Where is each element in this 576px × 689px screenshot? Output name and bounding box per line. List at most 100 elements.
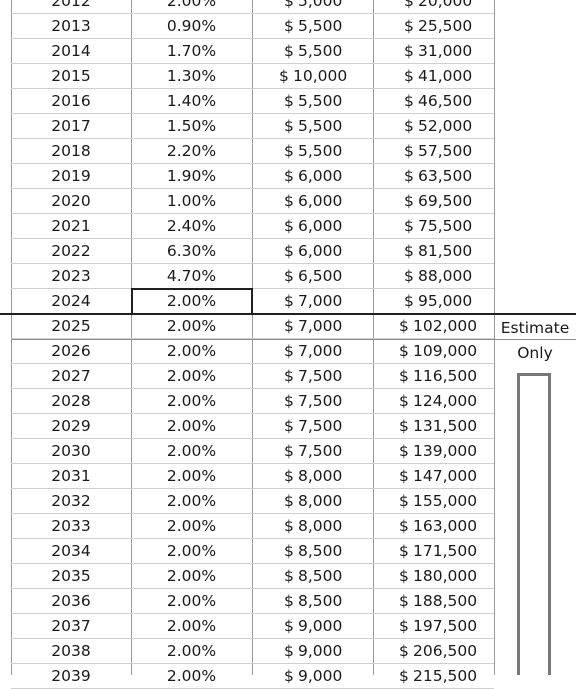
year-cell[interactable]: 2038 [51,642,91,660]
cumulative-amount-cell[interactable]: $147,000 [373,464,494,488]
annual-amount-cell[interactable]: $7,500 [252,414,373,438]
annual-amount-cell[interactable]: $5,500 [252,89,373,113]
cumulative-amount-cell[interactable]: $75,500 [373,214,494,238]
rate-cell[interactable]: 1.70% [166,42,217,60]
year-cell[interactable]: 2025 [51,317,91,335]
rate-cell[interactable]: 2.00% [166,292,217,310]
rate-cell[interactable]: 2.00% [166,442,217,460]
rate-cell[interactable]: 1.40% [166,92,217,110]
cumulative-amount-cell[interactable]: $57,500 [373,139,494,163]
annual-amount-cell[interactable]: $7,500 [252,389,373,413]
year-cell[interactable]: 2013 [51,17,91,35]
rate-cell[interactable]: 2.00% [166,542,217,560]
year-cell[interactable]: 2021 [51,217,91,235]
cumulative-amount-cell[interactable]: $41,000 [373,64,494,88]
rate-cell[interactable]: 2.20% [166,142,217,160]
cumulative-amount-cell[interactable]: $171,500 [373,539,494,563]
rate-cell[interactable]: 2.00% [166,567,217,585]
cumulative-amount-cell[interactable]: $20,000 [373,0,494,13]
cumulative-amount-cell[interactable]: $139,000 [373,439,494,463]
year-cell[interactable]: 2031 [51,467,91,485]
rate-cell[interactable]: 2.00% [166,667,217,685]
annual-amount-cell[interactable]: $5,500 [252,114,373,138]
annual-amount-cell[interactable]: $7,000 [252,339,373,363]
cumulative-amount-cell[interactable]: $180,000 [373,564,494,588]
annual-amount-cell[interactable]: $8,500 [252,589,373,613]
rate-cell[interactable]: 2.00% [166,592,217,610]
year-cell[interactable]: 2019 [51,167,91,185]
annual-amount-cell[interactable]: $6,000 [252,214,373,238]
rate-cell[interactable]: 1.30% [166,67,217,85]
cumulative-amount-cell[interactable]: $31,000 [373,39,494,63]
cumulative-amount-cell[interactable]: $163,000 [373,514,494,538]
rate-cell[interactable]: 1.90% [166,167,217,185]
cumulative-amount-cell[interactable]: $63,500 [373,164,494,188]
rate-cell[interactable]: 4.70% [166,267,217,285]
year-cell[interactable]: 2015 [51,67,91,85]
annual-amount-cell[interactable]: $9,000 [252,614,373,638]
cumulative-amount-cell[interactable]: $95,000 [373,289,494,313]
annual-amount-cell[interactable]: $6,000 [252,189,373,213]
cumulative-amount-cell[interactable]: $131,500 [373,414,494,438]
rate-cell[interactable]: 6.30% [166,242,217,260]
annual-amount-cell[interactable]: $6,500 [252,264,373,288]
rate-cell[interactable]: 2.00% [166,367,217,385]
rate-cell[interactable]: 2.00% [166,417,217,435]
annual-amount-cell[interactable]: $8,000 [252,489,373,513]
rate-cell[interactable]: 2.00% [166,517,217,535]
annual-amount-cell[interactable]: $8,500 [252,539,373,563]
annual-amount-cell[interactable]: $7,500 [252,364,373,388]
year-cell[interactable]: 2020 [51,192,91,210]
rate-cell[interactable]: 2.00% [166,0,217,10]
annual-amount-cell[interactable]: $8,000 [252,464,373,488]
year-cell[interactable]: 2029 [51,417,91,435]
year-cell[interactable]: 2037 [51,617,91,635]
year-cell[interactable]: 2030 [51,442,91,460]
annual-amount-cell[interactable]: $5,500 [252,139,373,163]
rate-cell[interactable]: 1.00% [166,192,217,210]
cumulative-amount-cell[interactable]: $46,500 [373,89,494,113]
annual-amount-cell[interactable]: $5,000 [252,0,373,13]
year-cell[interactable]: 2016 [51,92,91,110]
rate-cell[interactable]: 2.40% [166,217,217,235]
cumulative-amount-cell[interactable]: $116,500 [373,364,494,388]
selected-cell-2024-rate[interactable] [131,288,253,315]
rate-cell[interactable]: 2.00% [166,317,217,335]
cumulative-amount-cell[interactable]: $188,500 [373,589,494,613]
annual-amount-cell[interactable]: $9,000 [252,664,373,688]
year-cell[interactable]: 2024 [51,292,91,310]
cumulative-amount-cell[interactable]: $25,500 [373,14,494,38]
year-cell[interactable]: 2026 [51,342,91,360]
rate-cell[interactable]: 2.00% [166,467,217,485]
year-cell[interactable]: 2017 [51,117,91,135]
year-cell[interactable]: 2014 [51,42,91,60]
cumulative-amount-cell[interactable]: $206,500 [373,639,494,663]
year-cell[interactable]: 2039 [51,667,91,685]
cumulative-amount-cell[interactable]: $124,000 [373,389,494,413]
year-cell[interactable]: 2018 [51,142,91,160]
rate-cell[interactable]: 1.50% [166,117,217,135]
rate-cell[interactable]: 2.00% [166,642,217,660]
year-cell[interactable]: 2033 [51,517,91,535]
annual-amount-cell[interactable]: $5,500 [252,39,373,63]
year-cell[interactable]: 2012 [51,0,91,10]
cumulative-amount-cell[interactable]: $69,500 [373,189,494,213]
annual-amount-cell[interactable]: $8,500 [252,564,373,588]
year-cell[interactable]: 2023 [51,267,91,285]
rate-cell[interactable]: 2.00% [166,617,217,635]
cumulative-amount-cell[interactable]: $109,000 [373,339,494,363]
annual-amount-cell[interactable]: $5,500 [252,14,373,38]
rate-cell[interactable]: 0.90% [166,17,217,35]
cumulative-amount-cell[interactable]: $102,000 [373,314,494,338]
year-cell[interactable]: 2034 [51,542,91,560]
year-cell[interactable]: 2022 [51,242,91,260]
annual-amount-cell[interactable]: $7,500 [252,439,373,463]
cumulative-amount-cell[interactable]: $88,000 [373,264,494,288]
annual-amount-cell[interactable]: $9,000 [252,639,373,663]
cumulative-amount-cell[interactable]: $52,000 [373,114,494,138]
annual-amount-cell[interactable]: $7,000 [252,289,373,313]
annual-amount-cell[interactable]: $8,000 [252,514,373,538]
rate-cell[interactable]: 2.00% [166,492,217,510]
year-cell[interactable]: 2035 [51,567,91,585]
